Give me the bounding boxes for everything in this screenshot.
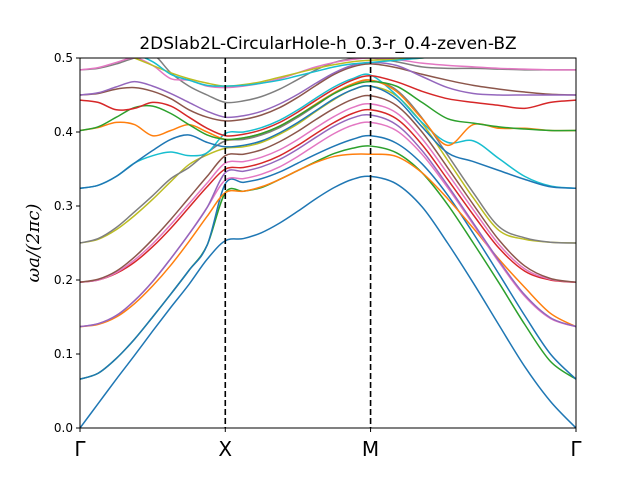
y-tick-label: 0.2 (54, 273, 73, 287)
band-line-8 (80, 102, 576, 283)
symmetry-lines (224, 58, 372, 428)
band-line-17 (80, 63, 576, 122)
band-line-6 (80, 113, 576, 328)
band-line-11 (80, 79, 576, 244)
band-line-18 (80, 61, 576, 119)
x-tick-label: Γ (570, 437, 582, 461)
band-line-19 (80, 58, 576, 104)
x-tick-label: M (362, 437, 379, 461)
x-tick-label: Γ (74, 437, 86, 461)
y-tick-label: 0.1 (54, 347, 73, 361)
band-line-9 (80, 94, 576, 283)
band-line-16 (80, 75, 576, 137)
y-tick-label: 0.4 (54, 125, 73, 139)
y-tick-label: 0.5 (54, 51, 73, 65)
x-tick-label: X (218, 437, 232, 461)
axes-frame (79, 57, 577, 429)
series-layer (80, 58, 576, 428)
tick-layer: 0.0 0.1 0.2 0.3 0.4 0.5 Γ X M Γ (54, 51, 583, 461)
band-line-10 (80, 85, 576, 244)
y-tick-label: 0.0 (54, 421, 73, 435)
band-line-7 (80, 108, 576, 283)
band-line-4 (80, 153, 576, 328)
band-line-3 (80, 134, 576, 380)
band-line-1 (80, 175, 576, 428)
band-line-22 (143, 58, 431, 87)
axes-layer (79, 57, 577, 429)
band-line-13 (80, 85, 576, 189)
y-tick-label: 0.3 (54, 199, 73, 213)
band-line-15 (80, 80, 576, 141)
chart-title: 2DSlab2L-CircularHole-h_0.3-r_0.4-zeven-… (139, 34, 516, 54)
band-line-12 (80, 73, 576, 189)
y-axis-label: ωa/(2πc) (23, 204, 44, 283)
band-line-21 (80, 58, 429, 87)
